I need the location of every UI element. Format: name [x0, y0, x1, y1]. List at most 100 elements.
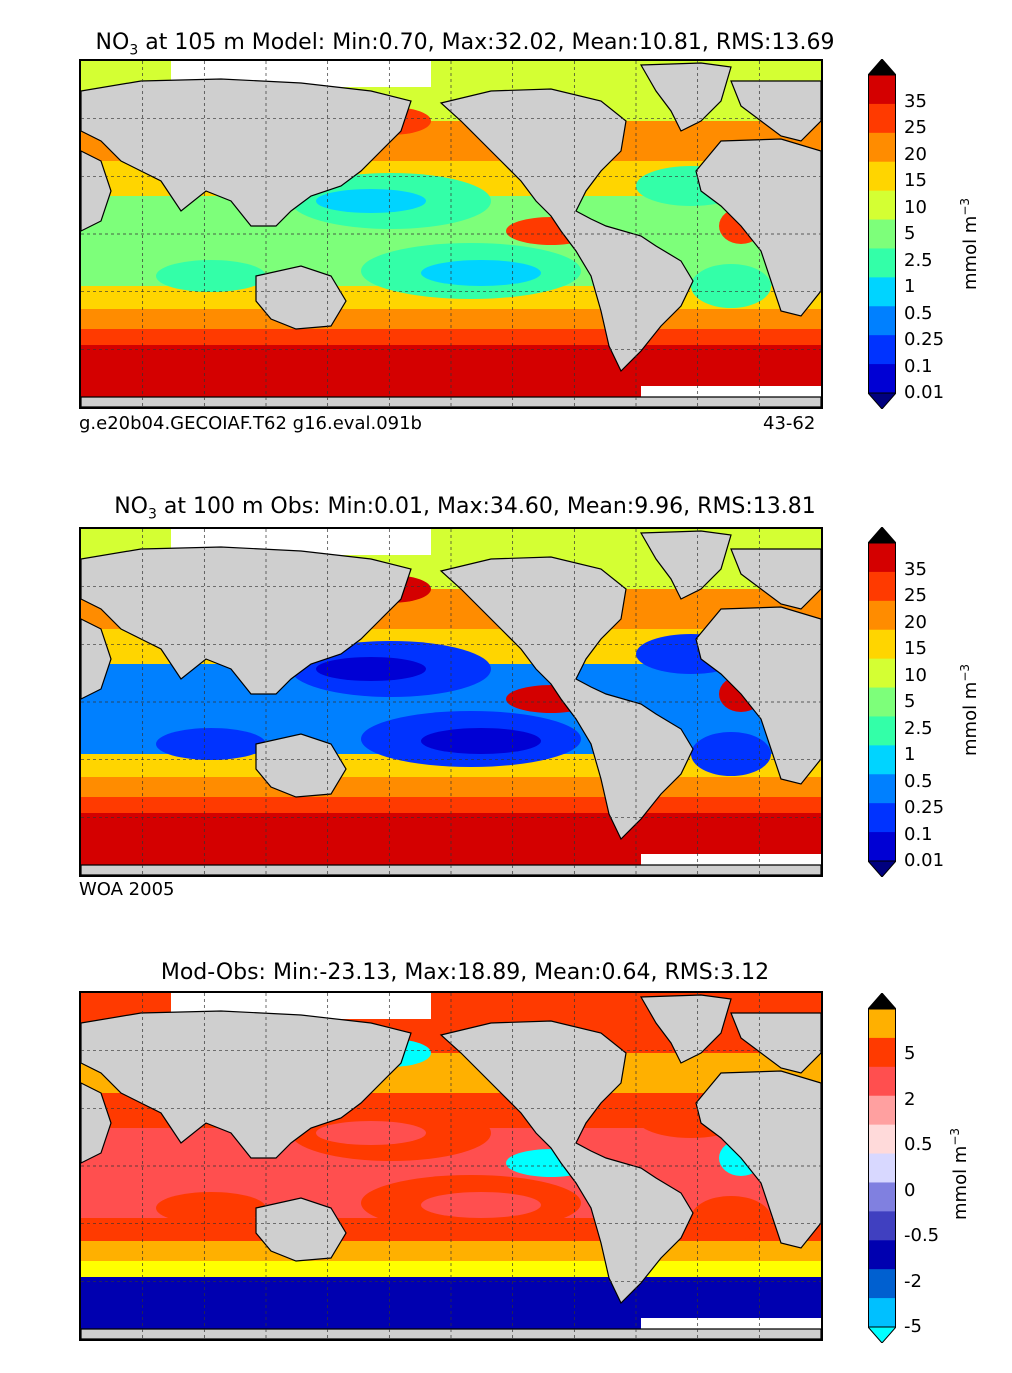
diff-colorbar-unit: mmol m−3: [948, 1127, 971, 1220]
colorbar-tick-label: 5: [904, 691, 916, 712]
colorbar-segment: [868, 75, 896, 105]
colorbar-segment: [868, 745, 896, 775]
colorbar-segment: [868, 803, 896, 833]
south-pacific-core: [421, 260, 541, 286]
greenland-land: [639, 62, 732, 132]
diff-title: Mod-Obs: Min:-23.13, Max:18.89, Mean:0.6…: [160, 960, 770, 985]
colorbar-segment: [868, 687, 896, 717]
colorbar-tick-label: 0.25: [904, 797, 945, 818]
colorbar-svg: [868, 993, 896, 1343]
colorbar-segment: [868, 1240, 896, 1270]
colorbar-svg: [868, 527, 896, 877]
colorbar-frame: [868, 1008, 896, 1328]
colorbar-tick-label: 0.1: [904, 355, 933, 377]
colorbar-segment: [868, 716, 896, 746]
colorbar-segment: [868, 1211, 896, 1241]
colorbar-segment: [868, 1095, 896, 1126]
colorbar-tick-label: 15: [904, 170, 927, 191]
colorbar-segment: [868, 277, 896, 307]
colorbar-segment: [868, 1009, 896, 1039]
model-footer-left: g.e20b04.GECOIAF.T62 g16.eval.091b: [79, 413, 422, 434]
antarctic-nodata: [641, 854, 821, 865]
colorbar-svg: [868, 59, 896, 409]
obs-map: [79, 527, 823, 877]
model-title: NO3 at 105 m Model: Min:0.70, Max:32.02,…: [95, 30, 835, 59]
indian-gyre: [156, 260, 266, 292]
colorbar-segment: [868, 190, 896, 221]
south-pacific-core: [421, 1192, 541, 1218]
north-pacific-core: [316, 657, 426, 681]
diff-colorbar: 5 2 0.5 0 -0.5 -2 -5: [868, 993, 939, 1343]
colorbar-tick-label: 35: [904, 558, 927, 580]
colorbar-segment: [868, 658, 896, 689]
colorbar-extend-bottom: [868, 1326, 896, 1343]
colorbar-extend-top: [868, 993, 896, 1010]
model-field: [81, 61, 821, 407]
colorbar-segment: [868, 1269, 896, 1299]
colorbar-segment: [868, 103, 896, 134]
colorbar-tick-label: 1: [904, 744, 916, 765]
colorbar-frame: [868, 542, 896, 862]
americas-land: [439, 1020, 694, 1305]
colorbar-tick-label: 2: [904, 1088, 916, 1110]
colorbar-segment: [868, 629, 896, 660]
colorbar-tick-label: 0.01: [904, 850, 945, 871]
colorbar-tick-label: 0.01: [904, 382, 945, 403]
americas-land: [439, 88, 694, 373]
diff-map: [79, 991, 823, 1341]
colorbar-tick-label: 0.5: [904, 770, 933, 792]
greenland-land: [639, 530, 732, 600]
colorbar-segment: [868, 364, 896, 394]
colorbar-extend-top: [868, 527, 896, 544]
obs-colorbar: 35 25 20 15 10 5 2.5 1 0.5 0.25 0.1 0.01: [868, 527, 944, 877]
colorbar-tick-label: 0.1: [904, 823, 933, 845]
colorbar-tick-label: 5: [904, 223, 916, 244]
colorbar-tick-label: -0.5: [904, 1225, 940, 1247]
colorbar-tick-label: 35: [904, 90, 927, 112]
colorbar-extend-top: [868, 59, 896, 76]
south-atlantic-gyre: [691, 1196, 771, 1240]
colorbar-extend-bottom: [868, 392, 896, 409]
greenland-land: [639, 994, 732, 1064]
colorbar-segment: [868, 1066, 896, 1097]
colorbar-tick-label: 1: [904, 276, 916, 297]
colorbar-frame: [868, 74, 896, 394]
colorbar-tick-label: 0: [904, 1179, 916, 1201]
model-footer-right: 43-62: [763, 413, 816, 434]
colorbar-segment: [868, 1037, 896, 1068]
colorbar-segment: [868, 774, 896, 804]
colorbar-segment: [868, 1124, 896, 1155]
colorbar-tick-label: 5: [904, 1043, 916, 1065]
model-map: [79, 59, 823, 409]
africa-land: [81, 138, 821, 317]
antarctic-nodata: [641, 386, 821, 397]
colorbar-tick-label: 25: [904, 585, 927, 606]
africa-land: [81, 1070, 821, 1249]
americas-land: [439, 556, 694, 841]
colorbar-extend-bottom: [868, 860, 896, 877]
obs-title: NO3 at 100 m Obs: Min:0.01, Max:34.60, M…: [114, 494, 816, 523]
colorbar-segment: [868, 543, 896, 573]
colorbar-segment: [868, 248, 896, 278]
colorbar-tick-label: 2.5: [904, 717, 933, 739]
colorbar-segment: [868, 219, 896, 249]
colorbar-tick-label: 0.25: [904, 329, 945, 350]
australia-land: [255, 265, 347, 330]
obs-field: [81, 529, 821, 875]
colorbar-segment: [868, 600, 896, 631]
africa-land: [81, 606, 821, 785]
north-pacific-core: [316, 1121, 426, 1145]
colorbar-segment: [868, 1153, 896, 1183]
colorbar-segment: [868, 571, 896, 602]
colorbar-segment: [868, 161, 896, 192]
colorbar-segment: [868, 1182, 896, 1212]
colorbar-tick-label: 15: [904, 638, 927, 659]
colorbar-tick-label: 20: [904, 143, 927, 165]
south-pacific-core: [421, 728, 541, 754]
indian-gyre: [156, 1192, 266, 1224]
colorbar-segment: [868, 132, 896, 163]
colorbar-segment: [868, 306, 896, 336]
diff-field: [81, 993, 821, 1339]
colorbar-tick-label: 20: [904, 611, 927, 633]
south-atlantic-gyre: [691, 732, 771, 776]
